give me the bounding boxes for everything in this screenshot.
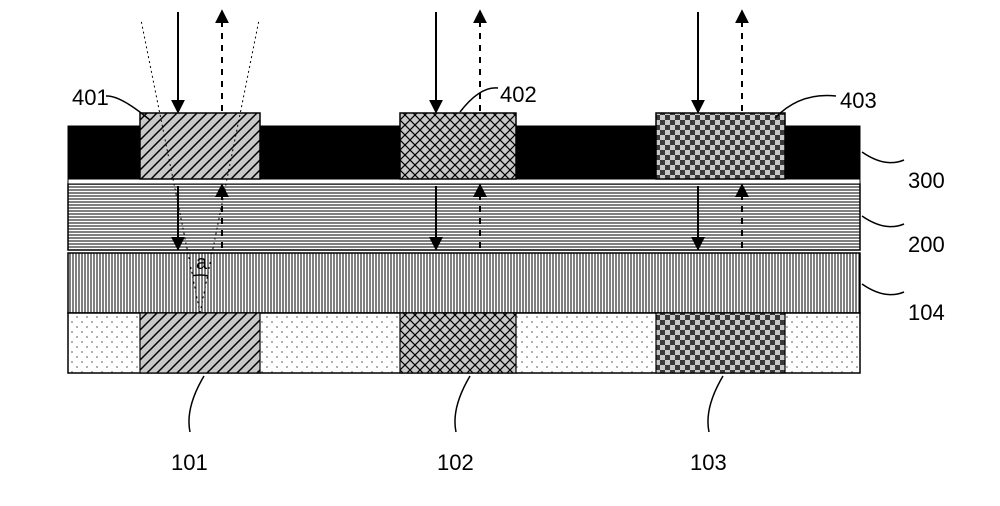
top-filter-401 [140, 113, 260, 179]
leader-101 [189, 376, 204, 432]
top-filters [140, 113, 785, 179]
top-filter-402 [400, 113, 516, 179]
bottom-filter-103 [656, 313, 785, 373]
label-102: 102 [437, 450, 474, 476]
leader-104 [862, 284, 904, 295]
label-402: 402 [500, 82, 537, 108]
label-103: 103 [690, 450, 727, 476]
label-104: 104 [908, 300, 945, 326]
black-box-1 [260, 126, 400, 179]
label-403: 403 [840, 88, 877, 114]
label-200: 200 [908, 232, 945, 258]
leader-103 [708, 376, 723, 432]
label-401: 401 [72, 85, 109, 111]
angle-arc [192, 275, 207, 276]
layer-104 [68, 253, 860, 313]
label-300: 300 [908, 168, 945, 194]
label-101: 101 [171, 450, 208, 476]
bottom-filter-102 [400, 313, 516, 373]
black-box-0 [68, 126, 140, 179]
black-box-2 [516, 126, 656, 179]
leader-300 [862, 152, 904, 163]
bottom-filter-101 [140, 313, 260, 373]
leader-102 [455, 376, 470, 432]
leader-200 [862, 216, 904, 227]
top-filter-403 [656, 113, 785, 179]
angle-label: a [196, 252, 208, 274]
black-box-3 [785, 126, 860, 179]
layer-200 [68, 184, 860, 250]
